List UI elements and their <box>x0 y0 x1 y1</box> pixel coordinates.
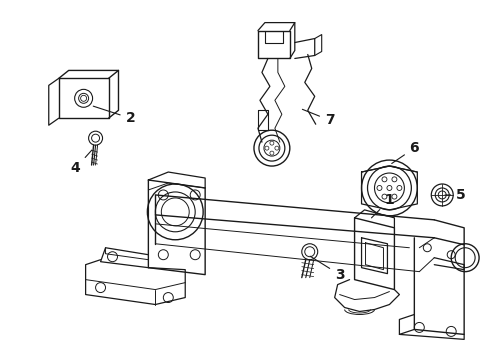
Text: 7: 7 <box>302 109 334 127</box>
Text: 5: 5 <box>444 188 465 202</box>
Text: 4: 4 <box>71 150 92 175</box>
Text: 1: 1 <box>371 193 393 218</box>
Text: 2: 2 <box>93 106 135 125</box>
Text: 6: 6 <box>391 141 418 163</box>
Text: 3: 3 <box>309 256 344 282</box>
